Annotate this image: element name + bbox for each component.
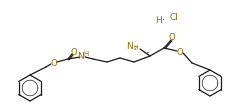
Text: N: N [78, 51, 84, 60]
Text: O: O [71, 48, 77, 56]
Text: Cl: Cl [170, 13, 179, 22]
Text: O: O [51, 59, 57, 68]
Text: O: O [169, 33, 175, 42]
Text: ·: · [163, 15, 165, 25]
Text: 2: 2 [134, 45, 137, 51]
Text: H: H [133, 45, 138, 50]
Text: N: N [126, 42, 133, 51]
Text: H: H [156, 16, 162, 25]
Text: O: O [177, 48, 183, 56]
Text: ,.: ,. [146, 45, 150, 54]
Text: H: H [83, 51, 89, 57]
